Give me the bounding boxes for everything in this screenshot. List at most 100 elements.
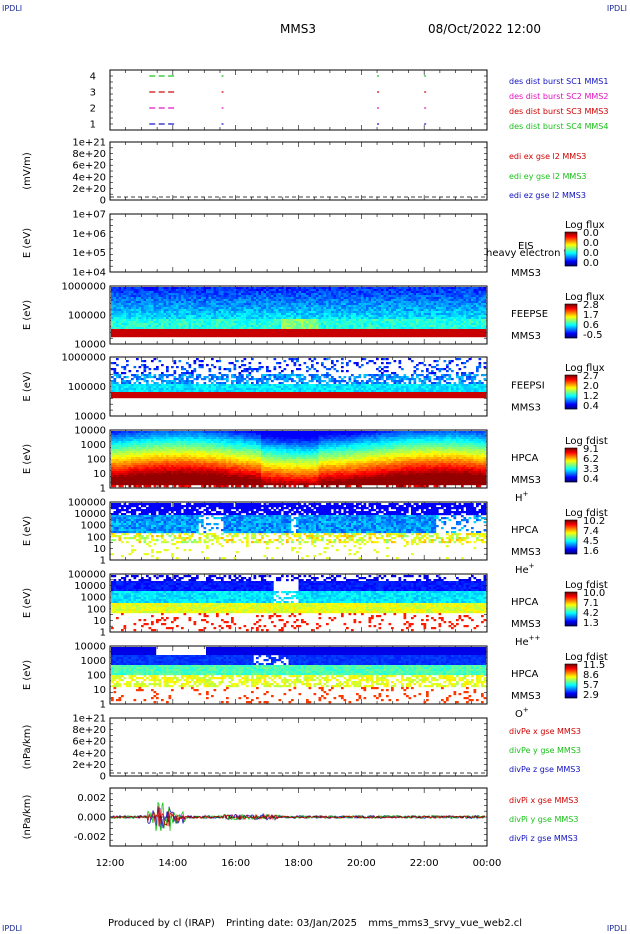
feepse-cell <box>191 307 194 310</box>
feepse-cell <box>138 323 142 326</box>
feepse-cell <box>428 335 432 338</box>
feepsi-cell <box>136 392 139 395</box>
feepse-cell <box>451 301 454 304</box>
feepse-cell <box>268 313 272 316</box>
feepse-cell <box>388 305 392 308</box>
feepse-cell <box>263 325 267 328</box>
feepsi-cell <box>116 382 119 385</box>
feepse-cell <box>383 319 387 322</box>
feepse-cell <box>311 299 314 302</box>
feepse-cell <box>146 327 149 330</box>
feepse-cell <box>128 319 132 322</box>
feepse-cell <box>238 291 242 294</box>
feepse-cell <box>191 321 194 324</box>
feepse-cell <box>368 303 372 306</box>
feepsi-cell <box>166 382 169 385</box>
feepse-cell <box>211 325 214 328</box>
feepse-cell <box>296 305 299 308</box>
feepse-cell <box>321 331 324 334</box>
feepse-cell <box>396 315 399 318</box>
feepsi-cell <box>151 396 154 399</box>
feepsi-cell <box>246 384 249 387</box>
feepse-cell <box>261 327 264 330</box>
feepse-cell <box>248 297 252 300</box>
feepse-cell <box>113 335 117 338</box>
feepse-cell <box>208 335 212 338</box>
feepsi-cell <box>258 390 262 393</box>
feepse-cell <box>373 329 377 332</box>
feepse-cell <box>383 309 387 312</box>
feepse-cell <box>301 327 304 330</box>
feepse-cell <box>311 335 314 338</box>
feepsi-cell <box>251 386 254 389</box>
feepse-cell <box>441 287 444 290</box>
feepse-cell <box>411 311 414 314</box>
feepse-cell <box>381 315 384 318</box>
feepse-cell <box>343 303 347 306</box>
feepse-cell <box>263 291 267 294</box>
feepse-cell <box>431 319 434 322</box>
feepse-cell <box>166 319 169 322</box>
feepse-cell <box>311 331 314 334</box>
feepse-cell <box>456 327 459 330</box>
feepse-cell <box>348 327 352 330</box>
feepsi-cell <box>246 390 249 393</box>
feepse-cell <box>283 299 287 302</box>
feepse-cell <box>391 317 394 320</box>
feepse-cell <box>228 305 232 308</box>
feepse-cell <box>398 301 402 304</box>
feepsi-cell <box>183 380 187 383</box>
feepse-cell <box>196 319 199 322</box>
feepse-cell <box>111 335 114 338</box>
feepsi-cell <box>241 396 244 399</box>
feepse-cell <box>316 317 319 320</box>
feepse-cell <box>126 299 129 302</box>
feepse-cell <box>211 309 214 312</box>
feepse-cell <box>291 315 294 318</box>
feepse-cell <box>396 309 399 312</box>
feepse-cell <box>193 323 197 326</box>
feepse-cell <box>383 301 387 304</box>
eis-colorbar-gradient <box>565 232 577 234</box>
feepse-cell <box>321 329 324 332</box>
feepsi-cell <box>151 376 154 379</box>
feepse-cell <box>273 303 277 306</box>
feepse-cell <box>426 293 429 296</box>
feepse-cell <box>306 323 309 326</box>
feepse-cell <box>413 323 417 326</box>
feepse-cell <box>206 327 209 330</box>
feepse-cell <box>451 291 454 294</box>
feepse-cell <box>163 331 167 334</box>
feepse-cell <box>378 309 382 312</box>
feepse-cell <box>421 323 424 326</box>
feepse-cell <box>333 289 337 292</box>
feepsi-cell <box>113 386 117 389</box>
feepse-cell <box>433 307 437 310</box>
feepsi-cell <box>248 390 252 393</box>
feepse-cell <box>306 321 309 324</box>
feepse-cell <box>203 299 207 302</box>
feepse-cell <box>468 305 472 308</box>
feepse-cell <box>451 289 454 292</box>
feepse-cell <box>281 295 284 298</box>
feepsi-cell <box>183 374 187 377</box>
feepsi-cell <box>121 382 124 385</box>
feepse-cell <box>266 307 269 310</box>
feepse-cell <box>351 331 354 334</box>
feepse-cell <box>386 293 389 296</box>
feepse-cell <box>283 325 287 328</box>
feepse-cell <box>251 329 254 332</box>
eis-colorbar-gradient <box>565 246 577 248</box>
feepse-cell <box>428 293 432 296</box>
feepse-cell <box>331 309 334 312</box>
feepse-cell <box>336 311 339 314</box>
feepsi-cell <box>178 390 182 393</box>
feepse-cell <box>298 333 302 336</box>
feepse-cell <box>186 289 189 292</box>
feepse-cell <box>386 287 389 290</box>
feepse-cell <box>341 325 344 328</box>
feepse-cell <box>133 311 137 314</box>
feepse-cell <box>473 323 477 326</box>
feepse-cell <box>438 305 442 308</box>
feepse-cell <box>331 329 334 332</box>
